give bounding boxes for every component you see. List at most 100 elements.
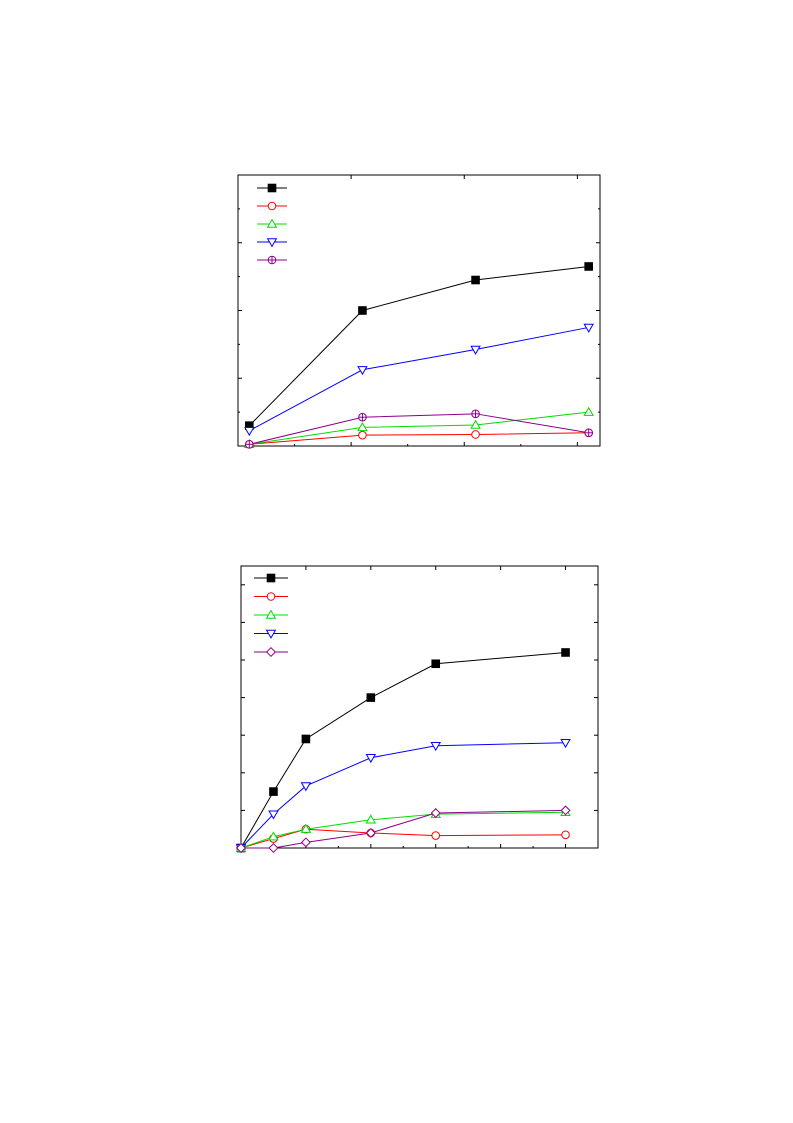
- series-4-point-5-shape: [560, 805, 571, 816]
- series-2-point-3: [583, 406, 594, 416]
- series-3-point-0: [244, 427, 255, 437]
- series-2-point-2-shape: [470, 419, 481, 429]
- series-2-line: [240, 811, 566, 849]
- legend-marker-1-shape: [267, 201, 277, 211]
- legend-marker-2: [266, 218, 278, 228]
- series-0-point-1: [269, 787, 278, 796]
- series-3-point-4-shape: [430, 742, 441, 752]
- series-2-line: [249, 411, 589, 445]
- series-3-point-4: [430, 742, 441, 752]
- series-0: [236, 648, 570, 853]
- series-0-point-3-shape: [366, 693, 376, 702]
- legend-marker-3-shape: [266, 238, 278, 248]
- series-2-point-1-shape: [268, 831, 279, 841]
- series-2-point-2: [300, 823, 312, 833]
- series-0-point-3: [366, 693, 376, 702]
- series-1-point-2: [471, 430, 480, 439]
- series-2-point-3: [365, 814, 377, 824]
- legend-marker-2-shape: [266, 218, 278, 228]
- series-3-point-1: [357, 366, 368, 376]
- legend-entry-1: [257, 201, 287, 211]
- series-0: [245, 262, 593, 430]
- series-4-point-2-shape: [300, 837, 311, 848]
- legend-marker-0: [266, 573, 276, 583]
- legend-marker-4: [265, 646, 277, 658]
- legend-entry-2: [254, 609, 288, 619]
- series-3-point-2-shape: [300, 782, 312, 792]
- series-0-point-1-shape: [269, 787, 278, 796]
- plot-frame: [240, 565, 599, 849]
- series-3-point-2: [470, 345, 481, 355]
- series-0-point-2: [471, 275, 480, 285]
- series-3-point-1-shape: [268, 810, 279, 820]
- legend-entry-0: [254, 573, 288, 583]
- series-4-point-2: [471, 409, 480, 419]
- series-0-point-5-shape: [561, 648, 570, 657]
- plot-frame: [237, 174, 601, 447]
- series-1-point-4: [431, 831, 441, 840]
- series-4-point-0: [235, 842, 247, 854]
- legend-entry-4: [257, 255, 287, 265]
- series-0-point-2-shape: [471, 275, 480, 285]
- series-4-point-3-shape: [365, 827, 376, 838]
- series-3-point-2: [300, 782, 312, 792]
- legend-marker-4-shape: [265, 646, 277, 658]
- legend-entry-0: [257, 183, 287, 193]
- series-0-point-3: [584, 262, 593, 271]
- legend-marker-0: [267, 183, 277, 193]
- legend-entry-1: [254, 592, 288, 601]
- series-3-point-0-shape: [244, 427, 255, 437]
- series-4-point-3: [365, 827, 376, 838]
- series-2-point-2-shape: [300, 823, 312, 833]
- series-3-point-1: [268, 810, 279, 820]
- series-2: [235, 806, 571, 852]
- series-2-point-1: [268, 831, 279, 841]
- series-4-point-1: [358, 412, 367, 422]
- series-0-point-2: [301, 734, 311, 744]
- series-1-point-2-shape: [471, 430, 480, 439]
- series-0-point-1: [358, 306, 367, 315]
- series-3: [244, 323, 594, 437]
- series-1-point-5-shape: [561, 830, 570, 840]
- legend-marker-1: [266, 592, 276, 601]
- series-3-point-3: [365, 754, 377, 764]
- series-1-point-4-shape: [431, 831, 441, 840]
- series-4-line: [241, 809, 566, 849]
- series-4-point-1: [268, 842, 279, 854]
- series-3-line: [249, 326, 589, 432]
- series-0-line: [248, 265, 589, 427]
- series-3-point-2-shape: [470, 345, 481, 355]
- series-0-point-4-shape: [431, 659, 441, 669]
- series-4-point-4: [430, 808, 441, 819]
- series-1: [245, 428, 593, 449]
- series-2-point-3-shape: [583, 406, 594, 416]
- legend-marker-1-shape: [266, 592, 276, 601]
- legend-entry-3: [257, 238, 287, 248]
- legend-marker-4: [267, 255, 277, 265]
- legend-marker-2-shape: [265, 609, 277, 619]
- legend-entry-2: [257, 218, 287, 228]
- series-0-point-2-shape: [301, 734, 311, 744]
- series-0-point-3-shape: [584, 262, 593, 271]
- series-2: [244, 406, 594, 449]
- legend-marker-0-shape: [267, 183, 277, 193]
- series-4-point-0-shape: [235, 842, 247, 854]
- series-3-point-5-shape: [560, 739, 571, 749]
- series-4-point-1-shape: [268, 842, 279, 854]
- series-4-point-2: [300, 837, 311, 848]
- series-1-point-1-shape: [358, 430, 367, 440]
- chart-top: [237, 174, 601, 449]
- legend-marker-2: [265, 609, 277, 619]
- series-4-point-4-shape: [430, 808, 441, 819]
- series-0-line: [240, 651, 566, 849]
- legend-marker-1: [267, 201, 277, 211]
- series-3-point-3: [583, 323, 594, 333]
- series-4-point-5: [560, 805, 571, 816]
- series-0-point-5: [561, 648, 570, 657]
- series-4: [245, 409, 593, 449]
- legend-entry-4: [254, 646, 288, 658]
- chart-bottom: [235, 565, 599, 854]
- series-2-point-1-shape: [357, 421, 368, 432]
